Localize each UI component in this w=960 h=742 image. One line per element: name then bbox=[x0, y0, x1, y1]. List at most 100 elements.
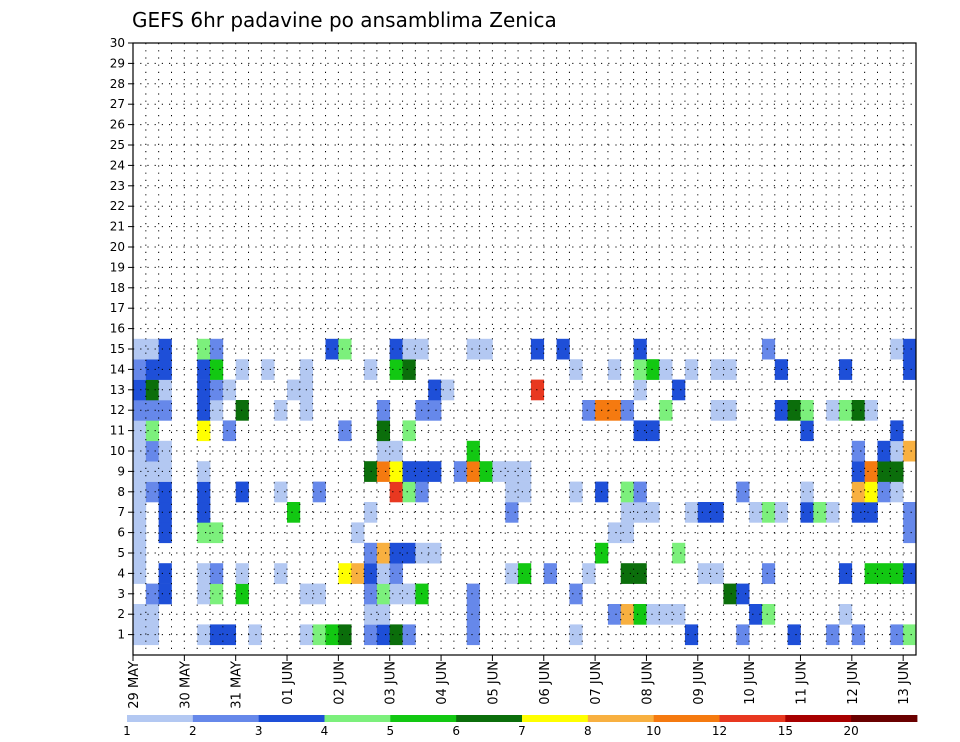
heatmap-cell bbox=[338, 624, 352, 646]
heatmap-cell bbox=[787, 624, 801, 646]
heatmap-cell bbox=[556, 338, 570, 360]
heatmap-cell bbox=[633, 563, 647, 584]
heatmap-cell bbox=[376, 604, 391, 625]
x-tick-label: 02 JUN bbox=[332, 661, 347, 705]
heatmap-cell bbox=[210, 400, 224, 421]
heatmap-cell bbox=[518, 563, 532, 584]
heatmap-cell bbox=[158, 379, 172, 401]
y-tick-label: 1 bbox=[117, 628, 125, 642]
heatmap-cell bbox=[684, 502, 699, 523]
colorbar-segment bbox=[192, 715, 260, 722]
colorbar-segment bbox=[785, 715, 852, 722]
colorbar-label: 6 bbox=[452, 724, 460, 738]
heatmap-cell bbox=[133, 440, 147, 462]
heatmap-cell bbox=[389, 338, 403, 360]
colorbar-segment bbox=[127, 715, 194, 722]
heatmap-cell bbox=[133, 522, 147, 544]
y-tick-label: 22 bbox=[110, 199, 125, 213]
colorbar-label: 7 bbox=[518, 724, 526, 738]
colorbar-label: 12 bbox=[712, 724, 727, 738]
heatmap-cell bbox=[466, 440, 480, 462]
heatmap-cell bbox=[903, 522, 917, 544]
x-tick-label: 29 MAY bbox=[127, 661, 142, 709]
heatmap-cell bbox=[133, 481, 147, 503]
x-tick-label: 07 JUN bbox=[589, 661, 604, 705]
heatmap-cell bbox=[530, 379, 545, 401]
heatmap-cell bbox=[197, 583, 211, 605]
heatmap-cell bbox=[133, 563, 147, 584]
heatmap-cell bbox=[851, 461, 865, 482]
heatmap-cell bbox=[158, 481, 172, 503]
heatmap-cell bbox=[697, 563, 711, 584]
heatmap-cell bbox=[210, 338, 224, 360]
heatmap-cell bbox=[838, 359, 853, 380]
heatmap-cell bbox=[389, 359, 403, 380]
heatmap-cell bbox=[826, 400, 840, 421]
y-tick-label: 20 bbox=[110, 240, 125, 254]
heatmap-cell bbox=[761, 502, 776, 523]
colorbar-label: 8 bbox=[584, 724, 592, 738]
heatmap-cell bbox=[197, 379, 211, 401]
heatmap-cell bbox=[145, 481, 159, 503]
colorbar-segment bbox=[522, 715, 589, 722]
colorbar: 1 2 3 4 5 6 7 8 10 12 15 20 bbox=[123, 715, 918, 738]
y-tick-label: 24 bbox=[110, 158, 125, 172]
y-tick-label: 12 bbox=[110, 403, 125, 417]
colorbar-segment bbox=[719, 715, 786, 722]
y-tick-label: 23 bbox=[110, 179, 125, 193]
heatmap-cell bbox=[749, 502, 763, 523]
heatmap-cell bbox=[864, 400, 878, 421]
heatmap-cell bbox=[672, 379, 686, 401]
colorbar-segment bbox=[653, 715, 720, 722]
x-tick-label: 01 JUN bbox=[281, 661, 296, 705]
heatmap-cell bbox=[684, 359, 699, 380]
colorbar-segment bbox=[390, 715, 457, 722]
grid-lines bbox=[133, 42, 916, 655]
heatmap-cell bbox=[133, 461, 147, 482]
heatmap-cell bbox=[736, 583, 750, 605]
heatmap-cell bbox=[864, 461, 878, 482]
heatmap-cell bbox=[466, 461, 480, 482]
y-tick-label: 4 bbox=[117, 566, 125, 580]
heatmap-cell bbox=[389, 624, 403, 646]
y-tick-label: 19 bbox=[110, 260, 125, 274]
heatmap-cell bbox=[428, 542, 442, 564]
y-tick-label: 18 bbox=[110, 281, 125, 295]
heatmap-cell bbox=[505, 481, 519, 503]
heatmap-cell bbox=[569, 624, 583, 646]
heatmap-cell bbox=[312, 481, 326, 503]
heatmap-cell bbox=[761, 338, 776, 360]
heatmap-cell bbox=[633, 604, 647, 625]
heatmap-cell bbox=[441, 379, 455, 401]
heatmap-cell bbox=[877, 481, 891, 503]
heatmap-cell bbox=[505, 563, 519, 584]
heatmap-cell bbox=[582, 400, 596, 421]
heatmap-cell bbox=[723, 583, 737, 605]
heatmap-cell bbox=[376, 400, 391, 421]
heatmap-cell bbox=[145, 583, 159, 605]
heatmap-cell bbox=[903, 338, 917, 360]
colorbar-label: 5 bbox=[387, 724, 395, 738]
heatmap-cell bbox=[389, 481, 403, 503]
heatmap-cell bbox=[145, 461, 159, 482]
heatmap-cell bbox=[838, 563, 853, 584]
heatmap-cell bbox=[518, 461, 532, 482]
heatmap-cell bbox=[582, 563, 596, 584]
colorbar-segment bbox=[324, 715, 391, 722]
heatmap-cell bbox=[389, 440, 403, 462]
heatmap-cell bbox=[684, 624, 699, 646]
heatmap-cell bbox=[646, 604, 660, 625]
heatmap-cell bbox=[723, 359, 737, 380]
heatmap-cell bbox=[287, 502, 301, 523]
heatmap-cell bbox=[800, 420, 814, 442]
heatmap-cell bbox=[851, 400, 865, 421]
heatmap-cell bbox=[210, 563, 224, 584]
heatmap-cell bbox=[274, 481, 288, 503]
y-tick-label: 26 bbox=[110, 118, 125, 132]
heatmap-cell bbox=[133, 338, 147, 360]
heatmap-cell bbox=[197, 359, 211, 380]
heatmap-cell bbox=[697, 502, 711, 523]
heatmap-cell bbox=[197, 563, 211, 584]
y-tick-label: 11 bbox=[110, 424, 125, 438]
heatmap-cell bbox=[620, 604, 634, 625]
